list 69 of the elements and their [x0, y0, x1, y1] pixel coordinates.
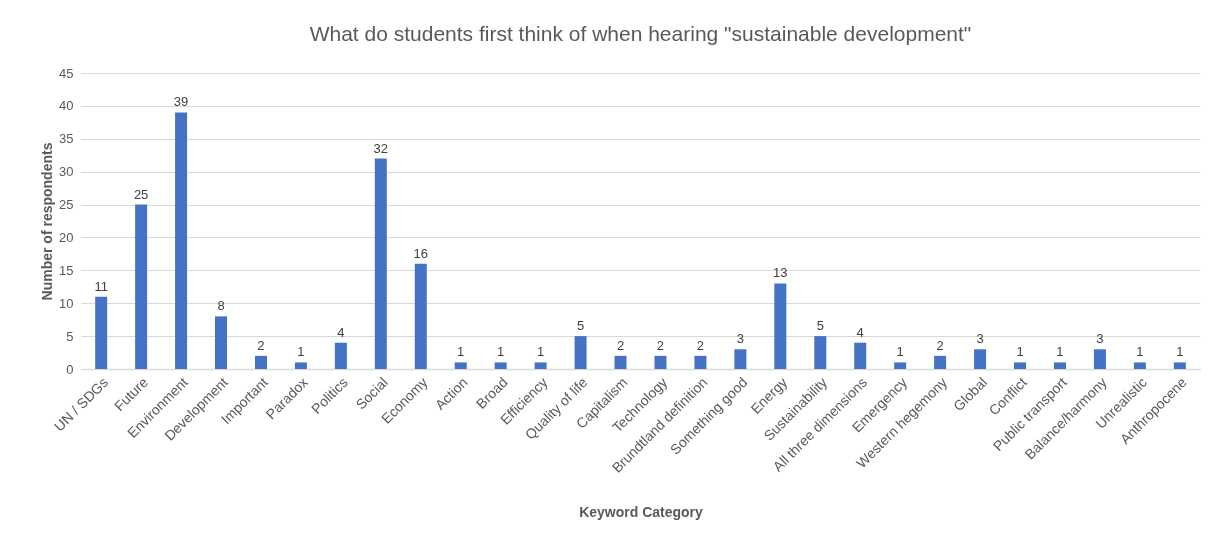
y-tick-label: 45: [59, 65, 74, 81]
y-tick-label: 25: [59, 197, 74, 213]
y-tick-label: 5: [66, 328, 74, 344]
bar: [215, 316, 228, 369]
y-tick-label: 10: [59, 295, 74, 311]
y-tick-label: 15: [59, 262, 74, 278]
bar: [814, 336, 827, 369]
bar: [614, 355, 627, 369]
data-label: 2: [616, 337, 625, 353]
data-label: 13: [773, 265, 788, 281]
data-label: 32: [373, 140, 389, 156]
bar: [1014, 362, 1027, 369]
bar: [734, 349, 747, 369]
data-label: 11: [94, 278, 108, 294]
data-label: 1: [896, 344, 904, 360]
bar: [974, 349, 987, 369]
y-tick-label: 20: [59, 229, 74, 245]
data-label: 1: [297, 344, 305, 360]
data-label: 2: [696, 337, 705, 353]
chart-title: What do students first think of when hearing "sustainable development": [309, 22, 972, 45]
y-tick-label: 0: [66, 361, 74, 377]
x-axis-title: Keyword Category: [579, 503, 704, 520]
data-label: 1: [1136, 344, 1144, 360]
bar: [175, 112, 188, 369]
bar: [574, 336, 587, 369]
data-label: 1: [1056, 344, 1064, 360]
bar: [1173, 362, 1186, 369]
bar: [494, 362, 507, 369]
bar: [894, 362, 907, 369]
y-tick-label: 30: [59, 164, 74, 180]
bar: [854, 342, 867, 369]
data-label: 3: [1096, 331, 1104, 347]
data-label: 2: [656, 337, 665, 353]
bar: [454, 362, 467, 369]
data-label: 4: [856, 324, 864, 340]
bar: [254, 355, 267, 369]
bar: [374, 158, 387, 369]
bar: [694, 355, 707, 369]
data-label: 2: [936, 337, 944, 353]
data-label: 1: [497, 344, 505, 360]
data-label: 1: [457, 344, 465, 360]
data-label: 1: [537, 344, 545, 360]
bar: [135, 204, 148, 369]
data-label: 3: [976, 331, 984, 347]
data-label: 39: [173, 94, 189, 110]
bar: [934, 355, 947, 369]
bar: [1053, 362, 1066, 369]
data-label: 16: [413, 245, 429, 261]
data-label: 3: [736, 331, 744, 347]
data-label: 8: [217, 298, 225, 314]
y-tick-label: 40: [59, 98, 74, 114]
bar: [334, 342, 347, 369]
data-label: 5: [576, 318, 585, 334]
bar: [774, 283, 787, 369]
bar: [1093, 349, 1106, 369]
y-axis-title: Number of respondents: [39, 142, 56, 301]
bar: [654, 355, 667, 369]
bar: [294, 362, 307, 369]
data-label: 4: [337, 324, 345, 340]
data-label: 2: [257, 337, 265, 353]
data-label: 1: [1176, 344, 1184, 360]
data-label: 25: [133, 186, 149, 202]
bar: [95, 296, 108, 369]
y-tick-label: 35: [59, 131, 74, 147]
bar: [414, 263, 427, 369]
bar: [1133, 362, 1146, 369]
data-label: 5: [816, 318, 824, 334]
data-label: 1: [1016, 344, 1024, 360]
bar: [534, 362, 547, 369]
